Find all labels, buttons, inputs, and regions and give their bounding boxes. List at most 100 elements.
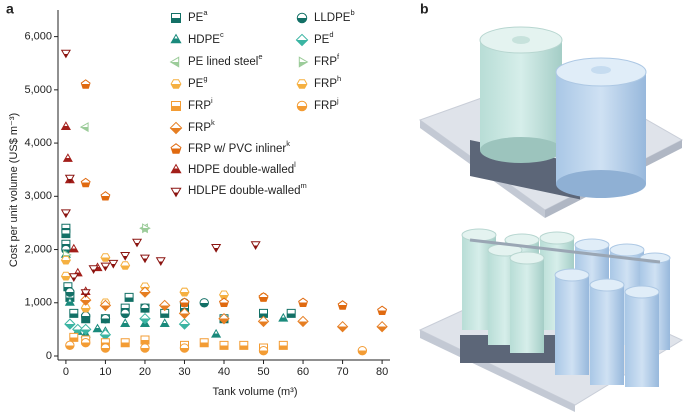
data-point (80, 177, 91, 188)
legend-name: PE (188, 78, 204, 90)
data-point (239, 340, 249, 350)
data-point (139, 312, 151, 325)
data-point (211, 328, 222, 338)
data-point (259, 308, 268, 318)
legend-note: b (350, 8, 354, 17)
legend-item: PE lined steele (169, 52, 263, 68)
data-point (69, 308, 79, 318)
legend-label: HDLPE double-walledm (188, 181, 307, 197)
data-point (120, 318, 131, 327)
data-point (250, 241, 261, 251)
data-point (377, 305, 388, 315)
legend-note: m (301, 181, 307, 190)
data-point (79, 294, 92, 306)
data-point (61, 229, 71, 239)
panel-label: a (6, 1, 14, 17)
data-point (120, 261, 131, 270)
legend-name: PE (188, 12, 204, 24)
data-point (124, 292, 134, 302)
data-point (99, 328, 112, 341)
data-point (100, 343, 111, 353)
data-point (219, 290, 229, 300)
legend-name: HDLPE double-walled (188, 185, 301, 197)
legend-item: PEd (295, 30, 334, 47)
x-tick-label: 40 (218, 366, 230, 378)
legend-label: PEa (188, 8, 208, 24)
legend-marker (296, 100, 308, 112)
legend-item: PEg (170, 74, 208, 90)
data-point (100, 253, 111, 262)
data-point (219, 340, 229, 350)
y-tick-label: 0 (46, 350, 52, 362)
data-point (132, 238, 143, 248)
data-point (80, 337, 91, 348)
data-point (64, 174, 75, 184)
legend-note: i (211, 96, 213, 105)
legend-marker (296, 79, 308, 89)
x-tick-label: 30 (178, 366, 190, 378)
data-point (62, 153, 73, 162)
y-axis-label: Cost per unit volume (US$ m⁻³) (8, 113, 20, 267)
data-point (99, 299, 112, 312)
legend-name: FRP (314, 100, 337, 112)
legend-item: PEa (171, 8, 208, 24)
data-point (199, 338, 209, 348)
legend-label: LLDPEb (314, 8, 355, 24)
legend-note: g (203, 74, 207, 83)
data-point (278, 340, 288, 350)
data-point (120, 308, 130, 319)
x-tick-label: 10 (99, 366, 111, 378)
data-point (140, 303, 150, 313)
data-point (72, 323, 84, 336)
legend-marker (296, 12, 308, 24)
legend-marker (170, 33, 182, 44)
data-point (120, 252, 131, 261)
data-point (219, 297, 229, 307)
data-point (92, 323, 103, 333)
x-tick-label: 0 (63, 366, 69, 378)
data-point (278, 312, 289, 322)
legend-item: FRPh (296, 74, 341, 90)
y-tick-label: 4,000 (24, 137, 52, 149)
x-tick-label: 20 (139, 366, 151, 378)
legend-name: FRP (188, 122, 211, 134)
legend-note: f (337, 52, 340, 61)
data-point (139, 254, 150, 264)
legend-item: FRPf (298, 52, 340, 68)
legend-marker (171, 101, 181, 111)
data-point (60, 209, 71, 219)
data-point (100, 191, 111, 201)
legend-label: FRPk (188, 118, 215, 134)
legend-item: FRPk (169, 118, 215, 135)
data-point (258, 292, 269, 302)
data-point (297, 315, 309, 328)
data-point (258, 345, 269, 356)
data-point (68, 273, 79, 283)
data-point (199, 298, 209, 308)
data-point (60, 255, 71, 265)
data-point (142, 223, 151, 234)
data-point (139, 286, 151, 298)
data-point (60, 121, 71, 130)
legend-name: LLDPE (314, 12, 351, 24)
legend-marker (170, 143, 182, 154)
data-point (80, 289, 91, 298)
data-point (80, 311, 91, 321)
legend-note: a (203, 8, 208, 17)
data-point (88, 265, 99, 275)
legend-label: PE lined steele (188, 52, 263, 68)
legend-name: FRP (188, 100, 211, 112)
data-point (159, 318, 170, 327)
data-point (68, 243, 79, 253)
data-point (179, 287, 190, 297)
data-point (257, 315, 270, 328)
data-point (140, 343, 150, 353)
legend-label: HDPEc (188, 30, 224, 46)
legend-name: PE lined steel (188, 56, 258, 68)
data-point (79, 122, 89, 133)
data-point (108, 259, 119, 269)
legend-item: FRP w/ PVC inlinerk (170, 139, 290, 155)
legend-label: FRPf (314, 52, 340, 68)
legend-name: FRP w/ PVC inliner (188, 143, 286, 155)
